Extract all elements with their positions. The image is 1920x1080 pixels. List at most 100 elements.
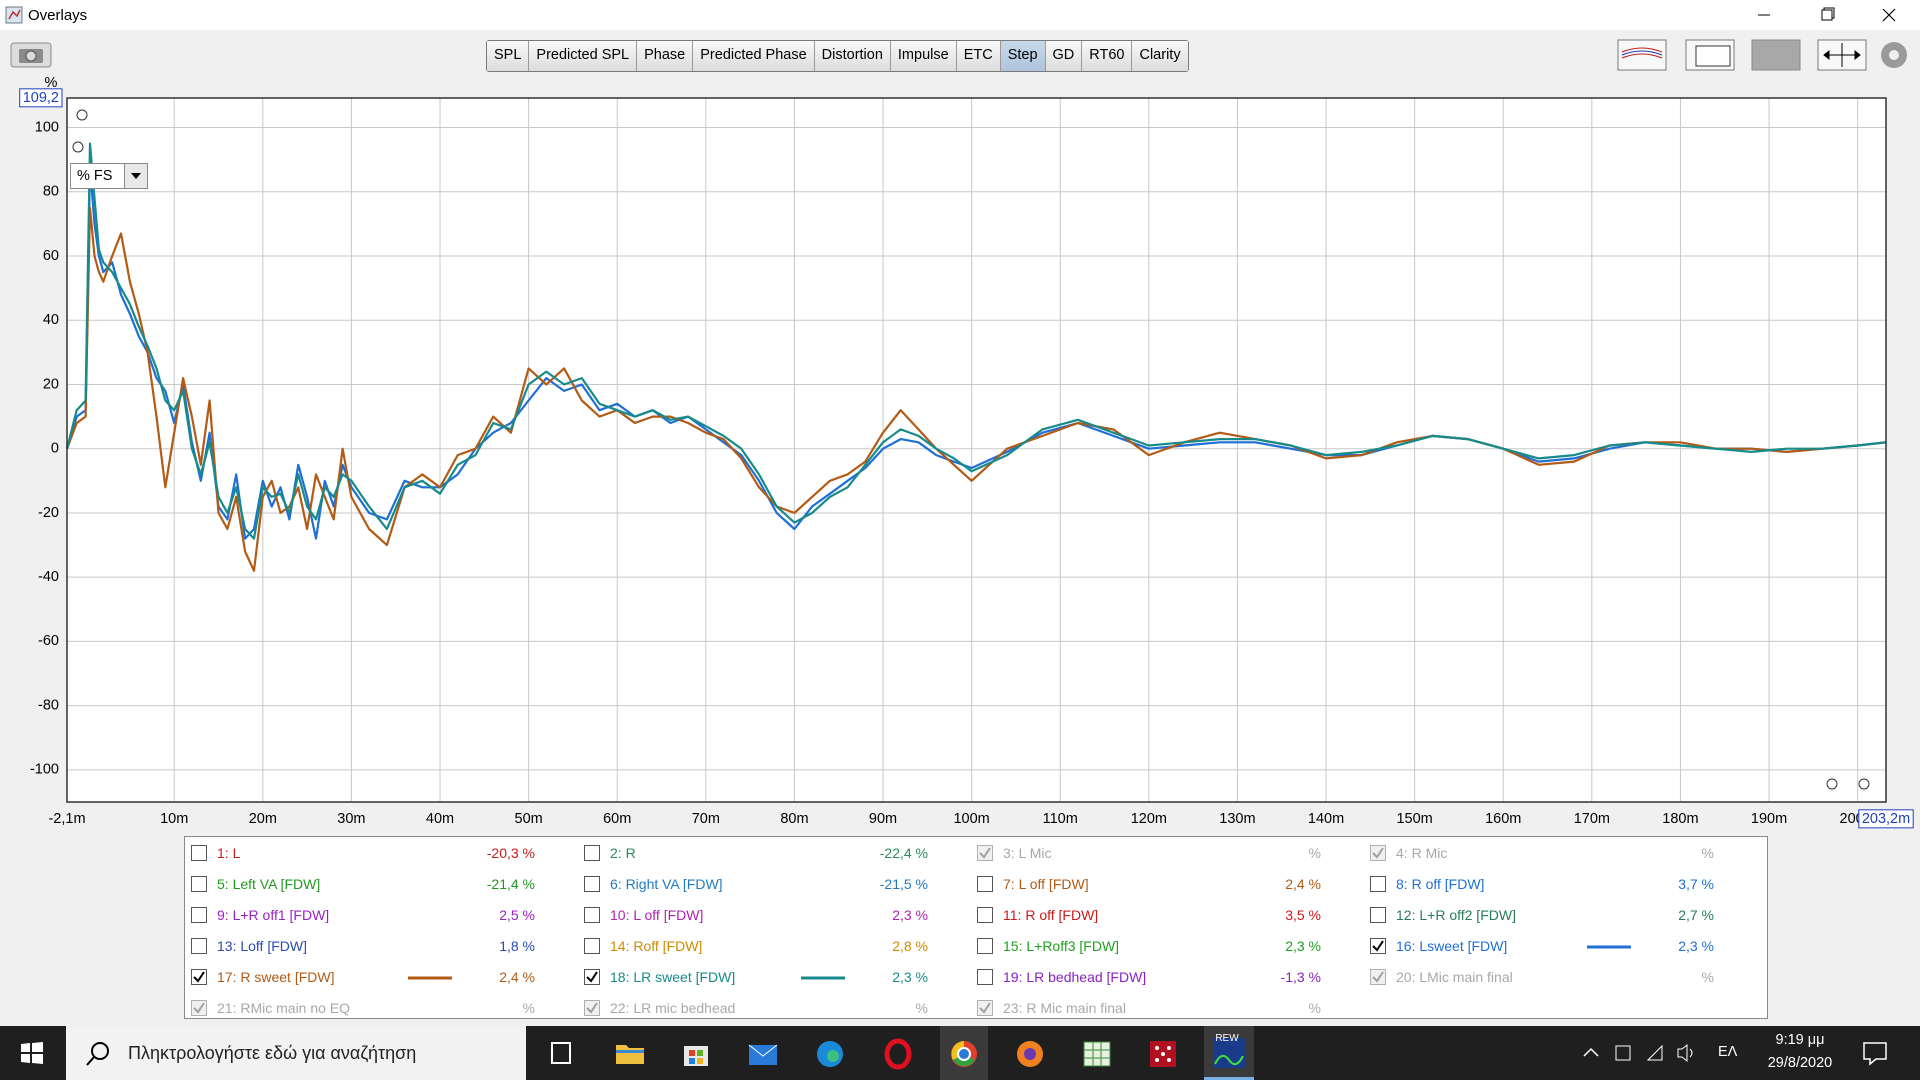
- x-tick-label: 160m: [1485, 811, 1521, 827]
- trace-value: %: [522, 1000, 535, 1016]
- trace-checkbox[interactable]: [191, 876, 207, 892]
- y-tick-label: 0: [51, 441, 59, 457]
- trace-line-sample: [1587, 945, 1631, 949]
- axis-limit-box[interactable]: [1858, 809, 1914, 829]
- clock-time[interactable]: 9:19 μμ: [1775, 1032, 1825, 1048]
- trace-checkbox[interactable]: [977, 969, 993, 985]
- y-tick-label: 80: [43, 184, 59, 200]
- window-controls[interactable]: [1740, 0, 1920, 30]
- tab[interactable]: GD: [1045, 41, 1083, 71]
- trace-value: -21,5 %: [879, 876, 928, 892]
- unit-selector[interactable]: % FS: [70, 163, 148, 189]
- trace-value: %: [1701, 845, 1714, 861]
- trace-value: 2,7 %: [1678, 907, 1714, 923]
- notifications[interactable]: [1862, 1040, 1888, 1066]
- x-tick-label: 190m: [1751, 811, 1787, 827]
- tab[interactable]: Predicted SPL: [529, 41, 638, 71]
- start-button[interactable]: [20, 1041, 44, 1065]
- trace-checkbox[interactable]: [584, 907, 600, 923]
- unit-selector-text: % FS: [77, 168, 113, 184]
- tab[interactable]: Impulse: [890, 41, 957, 71]
- tab[interactable]: ETC: [956, 41, 1001, 71]
- tab[interactable]: Clarity: [1132, 41, 1188, 71]
- trace-label: 1: L: [217, 845, 241, 861]
- trace-checkbox[interactable]: [977, 938, 993, 954]
- x-tick-label: 180m: [1662, 811, 1698, 827]
- tray-icons[interactable]: [1580, 1040, 1700, 1066]
- check-path: [193, 1002, 205, 1014]
- trace-value: 2,3 %: [1678, 938, 1714, 954]
- axis-limit-box[interactable]: [19, 88, 63, 108]
- overlays-panel: 1: L -20,3 % 2: R -22,4 % 3: L Mic% 4: R Mic%…: [184, 836, 1768, 1019]
- x-tick-label: 60m: [603, 811, 631, 827]
- tab[interactable]: Step: [1000, 41, 1046, 71]
- check-path: [1372, 940, 1384, 952]
- clock-date[interactable]: 29/8/2020: [1767, 1055, 1833, 1071]
- x-tick-label: 90m: [869, 811, 897, 827]
- trace-checkbox[interactable]: [584, 845, 600, 861]
- check-mark: [979, 1002, 991, 1014]
- trace-checkbox[interactable]: [584, 876, 600, 892]
- tab[interactable]: RT60: [1082, 41, 1133, 71]
- trace-label: 7: L off [FDW]: [1003, 876, 1089, 892]
- trace-checkbox[interactable]: [191, 969, 207, 985]
- tab[interactable]: Predicted Phase: [693, 41, 815, 71]
- tab[interactable]: SPL: [487, 41, 530, 71]
- plot-border: [66, 97, 1887, 803]
- trace-checkbox[interactable]: [191, 907, 207, 923]
- trace-label: 10: L off [FDW]: [610, 907, 704, 923]
- zoom-controls[interactable]: [72, 109, 1870, 790]
- trace-label: 13: Loff [FDW]: [217, 938, 307, 954]
- series-line: [65, 142, 1887, 540]
- trace-value: 3,7 %: [1678, 876, 1714, 892]
- trace-label: 4: R Mic: [1396, 845, 1448, 861]
- y-tick-label: -100: [30, 762, 59, 778]
- dropdown-arrow: [124, 164, 147, 188]
- trace-checkbox[interactable]: [1370, 938, 1386, 954]
- trace-value: %: [1701, 969, 1714, 985]
- check-path: [586, 971, 598, 983]
- trace-checkbox: [977, 845, 993, 861]
- taskbar-apps[interactable]: [540, 1026, 1270, 1080]
- search-box[interactable]: Πληκτρολογήστε εδώ για αναζήτηση: [66, 1026, 526, 1080]
- search-placeholder: Πληκτρολογήστε εδώ για αναζήτηση: [128, 1043, 417, 1063]
- trace-checkbox[interactable]: [584, 969, 600, 985]
- check-path: [193, 971, 205, 983]
- window-title: Overlays: [28, 7, 88, 24]
- check-mark: [1372, 847, 1384, 859]
- check-mark: [586, 971, 598, 983]
- tab[interactable]: Distortion: [814, 41, 891, 71]
- x-tick-label: 40m: [426, 811, 454, 827]
- trace-checkbox: [1370, 969, 1386, 985]
- trace-checkbox[interactable]: [584, 938, 600, 954]
- check-path: [979, 847, 991, 859]
- y-tick-label: 20: [43, 376, 59, 392]
- trace-checkbox[interactable]: [977, 907, 993, 923]
- trace-checkbox[interactable]: [1370, 907, 1386, 923]
- trace-value: -1,3 %: [1280, 969, 1321, 985]
- taskbar: Πληκτρολογήστε εδώ για αναζήτηση REW ΕΛ …: [0, 1026, 1920, 1080]
- trace-checkbox[interactable]: [191, 938, 207, 954]
- y-tick-label: 40: [43, 312, 59, 328]
- x-tick-label: 30m: [337, 811, 365, 827]
- trace-label: 8: R off [FDW]: [1396, 876, 1485, 892]
- trace-value: 2,8 %: [892, 938, 928, 954]
- trace-value: %: [915, 1000, 928, 1016]
- trace-checkbox[interactable]: [1370, 876, 1386, 892]
- check-mark: [193, 971, 205, 983]
- x-tick-label: 140m: [1308, 811, 1344, 827]
- x-tick-label: 120m: [1131, 811, 1167, 827]
- trace-value: 2,3 %: [892, 907, 928, 923]
- trace-label: 6: Right VA [FDW]: [610, 876, 723, 892]
- y-axis-label: %: [45, 75, 58, 91]
- input-language[interactable]: ΕΛ: [1718, 1044, 1738, 1060]
- trace-checkbox[interactable]: [191, 845, 207, 861]
- tab[interactable]: Phase: [637, 41, 694, 71]
- trace-checkbox: [1370, 845, 1386, 861]
- capture-button[interactable]: [10, 42, 52, 68]
- trace-checkbox[interactable]: [977, 876, 993, 892]
- y-tick-label: 109,2: [23, 90, 59, 106]
- view-controls[interactable]: [1610, 36, 1920, 72]
- check-path: [1372, 847, 1384, 859]
